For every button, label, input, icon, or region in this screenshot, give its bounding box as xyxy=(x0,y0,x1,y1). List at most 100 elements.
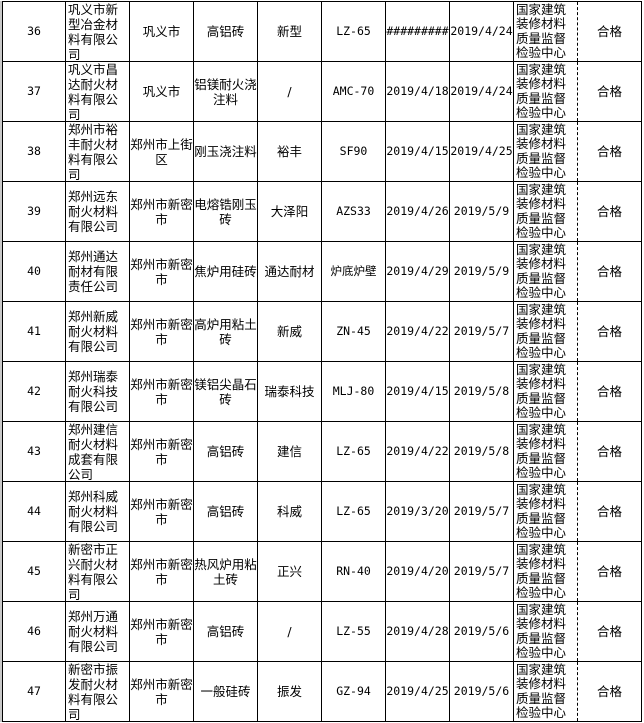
product-cell[interactable]: 镁铝尖晶石砖 xyxy=(193,361,258,422)
row-number-cell[interactable]: 44 xyxy=(2,481,66,542)
brand-cell[interactable]: 裕丰 xyxy=(257,121,322,182)
production-date-cell[interactable]: 2019/4/22 xyxy=(385,301,450,362)
test-date-cell[interactable]: 2019/5/6 xyxy=(449,661,514,722)
test-date-cell[interactable]: 2019/4/25 xyxy=(449,121,514,182)
result-cell[interactable]: 合格 xyxy=(577,541,642,602)
result-cell[interactable]: 合格 xyxy=(577,61,642,122)
brand-cell[interactable]: / xyxy=(257,61,322,122)
model-cell[interactable]: SF90 xyxy=(321,121,386,182)
model-cell[interactable]: LZ-65 xyxy=(321,1,386,62)
model-cell[interactable]: AZS33 xyxy=(321,181,386,242)
production-date-cell[interactable]: 2019/4/15 xyxy=(385,121,450,182)
company-cell[interactable]: 郑州新威耐火材料有限公司 xyxy=(65,301,130,362)
production-date-cell[interactable]: 2019/3/20 xyxy=(385,481,450,542)
model-cell[interactable]: 炉底炉壁 xyxy=(321,241,386,302)
brand-cell[interactable]: 正兴 xyxy=(257,541,322,602)
row-number-cell[interactable]: 42 xyxy=(2,361,66,422)
model-cell[interactable]: MLJ-80 xyxy=(321,361,386,422)
city-cell[interactable]: 郑州市新密市 xyxy=(129,541,194,602)
model-cell[interactable]: ZN-45 xyxy=(321,301,386,362)
model-cell[interactable]: GZ-94 xyxy=(321,661,386,722)
product-cell[interactable]: 高铝砖 xyxy=(193,421,258,482)
product-cell[interactable]: 高铝砖 xyxy=(193,481,258,542)
row-number-cell[interactable]: 38 xyxy=(2,121,66,182)
model-cell[interactable]: AMC-70 xyxy=(321,61,386,122)
product-cell[interactable]: 铝镁耐火浇注料 xyxy=(193,61,258,122)
brand-cell[interactable]: 通达耐材 xyxy=(257,241,322,302)
model-cell[interactable]: LZ-65 xyxy=(321,421,386,482)
testing-org-cell[interactable]: 国家建筑装修材料质量监督检验中心 xyxy=(513,181,578,242)
production-date-cell[interactable]: ######### xyxy=(385,1,450,62)
row-number-cell[interactable]: 40 xyxy=(2,241,66,302)
row-number-cell[interactable]: 43 xyxy=(2,421,66,482)
city-cell[interactable]: 郑州市新密市 xyxy=(129,601,194,662)
company-cell[interactable]: 郑州万通耐火材料有限公司 xyxy=(65,601,130,662)
company-cell[interactable]: 新密市正兴耐火材料有限公司 xyxy=(65,541,130,602)
product-cell[interactable]: 高铝砖 xyxy=(193,1,258,62)
city-cell[interactable]: 巩义市 xyxy=(129,61,194,122)
testing-org-cell[interactable]: 国家建筑装修材料质量监督检验中心 xyxy=(513,61,578,122)
row-number-cell[interactable]: 41 xyxy=(2,301,66,362)
city-cell[interactable]: 郑州市新密市 xyxy=(129,361,194,422)
model-cell[interactable]: LZ-55 xyxy=(321,601,386,662)
brand-cell[interactable]: 新型 xyxy=(257,1,322,62)
test-date-cell[interactable]: 2019/4/24 xyxy=(449,61,514,122)
testing-org-cell[interactable]: 国家建筑装修材料质量监督检验中心 xyxy=(513,661,578,722)
product-cell[interactable]: 热风炉用粘土砖 xyxy=(193,541,258,602)
result-cell[interactable]: 合格 xyxy=(577,1,642,62)
city-cell[interactable]: 郑州市新密市 xyxy=(129,301,194,362)
company-cell[interactable]: 郑州科威耐火材料有限公司 xyxy=(65,481,130,542)
brand-cell[interactable]: 瑞泰科技 xyxy=(257,361,322,422)
test-date-cell[interactable]: 2019/5/7 xyxy=(449,541,514,602)
production-date-cell[interactable]: 2019/4/18 xyxy=(385,61,450,122)
brand-cell[interactable]: 振发 xyxy=(257,661,322,722)
model-cell[interactable]: LZ-65 xyxy=(321,481,386,542)
brand-cell[interactable]: 科威 xyxy=(257,481,322,542)
product-cell[interactable]: 一般硅砖 xyxy=(193,661,258,722)
production-date-cell[interactable]: 2019/4/15 xyxy=(385,361,450,422)
test-date-cell[interactable]: 2019/5/7 xyxy=(449,481,514,542)
testing-org-cell[interactable]: 国家建筑装修材料质量监督检验中心 xyxy=(513,1,578,62)
result-cell[interactable]: 合格 xyxy=(577,181,642,242)
test-date-cell[interactable]: 2019/4/24 xyxy=(449,1,514,62)
test-date-cell[interactable]: 2019/5/8 xyxy=(449,421,514,482)
row-number-cell[interactable]: 39 xyxy=(2,181,66,242)
production-date-cell[interactable]: 2019/4/28 xyxy=(385,601,450,662)
testing-org-cell[interactable]: 国家建筑装修材料质量监督检验中心 xyxy=(513,421,578,482)
production-date-cell[interactable]: 2019/4/26 xyxy=(385,181,450,242)
company-cell[interactable]: 郑州建信耐火材料成套有限公司 xyxy=(65,421,130,482)
brand-cell[interactable]: 新威 xyxy=(257,301,322,362)
product-cell[interactable]: 焦炉用硅砖 xyxy=(193,241,258,302)
result-cell[interactable]: 合格 xyxy=(577,601,642,662)
result-cell[interactable]: 合格 xyxy=(577,661,642,722)
city-cell[interactable]: 郑州市上街区 xyxy=(129,121,194,182)
row-number-cell[interactable]: 45 xyxy=(2,541,66,602)
company-cell[interactable]: 郑州市裕丰耐火材料有限公司 xyxy=(65,121,130,182)
testing-org-cell[interactable]: 国家建筑装修材料质量监督检验中心 xyxy=(513,301,578,362)
city-cell[interactable]: 郑州市新密市 xyxy=(129,481,194,542)
brand-cell[interactable]: 大泽阳 xyxy=(257,181,322,242)
test-date-cell[interactable]: 2019/5/6 xyxy=(449,601,514,662)
row-number-cell[interactable]: 47 xyxy=(2,661,66,722)
company-cell[interactable]: 郑州远东耐火材料有限公司 xyxy=(65,181,130,242)
company-cell[interactable]: 巩义市昌达耐火材料有限公司 xyxy=(65,61,130,122)
row-number-cell[interactable]: 36 xyxy=(2,1,66,62)
model-cell[interactable]: RN-40 xyxy=(321,541,386,602)
result-cell[interactable]: 合格 xyxy=(577,481,642,542)
test-date-cell[interactable]: 2019/5/9 xyxy=(449,241,514,302)
production-date-cell[interactable]: 2019/4/29 xyxy=(385,241,450,302)
city-cell[interactable]: 巩义市 xyxy=(129,1,194,62)
result-cell[interactable]: 合格 xyxy=(577,361,642,422)
result-cell[interactable]: 合格 xyxy=(577,241,642,302)
row-number-cell[interactable]: 46 xyxy=(2,601,66,662)
brand-cell[interactable]: / xyxy=(257,601,322,662)
test-date-cell[interactable]: 2019/5/7 xyxy=(449,301,514,362)
city-cell[interactable]: 郑州市新密市 xyxy=(129,181,194,242)
city-cell[interactable]: 郑州市新密市 xyxy=(129,241,194,302)
company-cell[interactable]: 郑州瑞泰耐火科技有限公司 xyxy=(65,361,130,422)
product-cell[interactable]: 刚玉浇注料 xyxy=(193,121,258,182)
test-date-cell[interactable]: 2019/5/9 xyxy=(449,181,514,242)
production-date-cell[interactable]: 2019/4/20 xyxy=(385,541,450,602)
testing-org-cell[interactable]: 国家建筑装修材料质量监督检验中心 xyxy=(513,241,578,302)
company-cell[interactable]: 郑州通达耐材有限责任公司 xyxy=(65,241,130,302)
